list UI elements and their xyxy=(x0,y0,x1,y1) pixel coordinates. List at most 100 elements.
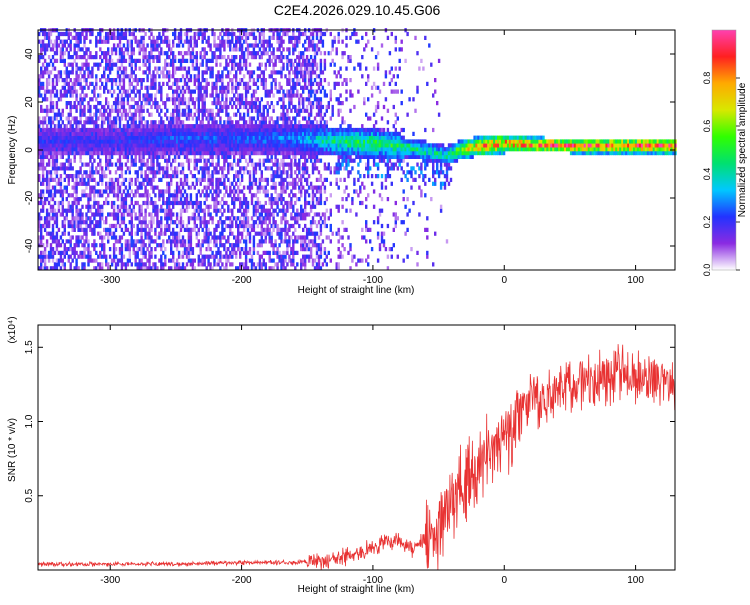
spectrogram-cell xyxy=(242,185,246,190)
spectrogram-cell xyxy=(274,70,277,75)
spectrogram-cell xyxy=(272,170,275,175)
spectrogram-cell xyxy=(87,116,90,121)
spectrogram-cell xyxy=(85,131,88,136)
spectrogram-cell xyxy=(134,158,137,163)
spectrogram-cell xyxy=(207,258,210,263)
spectrogram-cell xyxy=(260,39,263,44)
spectrogram-cell xyxy=(107,200,110,206)
spectrogram-cell xyxy=(207,43,210,48)
spectrogram-cell xyxy=(282,262,285,267)
spectrogram-cell xyxy=(148,212,151,217)
spectrogram-cell xyxy=(124,93,128,98)
spectrogram-cell xyxy=(229,254,232,259)
spectrogram-cell xyxy=(61,200,64,206)
spectrogram-cell xyxy=(258,35,262,40)
spectrogram-cell xyxy=(288,254,291,259)
spectrogram-cell xyxy=(57,239,61,244)
spectrogram-cell xyxy=(175,174,179,179)
spectrogram-cell xyxy=(97,39,100,44)
spectrogram-cell xyxy=(41,143,45,148)
spectrogram-cell xyxy=(128,204,131,209)
spectrogram-cell xyxy=(223,227,226,232)
spectrogram-cell xyxy=(290,131,293,136)
spectrogram-cell xyxy=(189,158,193,163)
spectrogram-cell xyxy=(160,47,163,52)
spectrogram-cell xyxy=(116,208,120,213)
spectrogram-cell xyxy=(211,197,214,202)
spectrogram-cell xyxy=(40,81,43,86)
spectrogram-cell xyxy=(134,58,137,63)
spectrogram-cell xyxy=(120,170,124,175)
spectrogram-cell xyxy=(258,258,262,263)
spectrogram-cell xyxy=(103,151,106,156)
spectrogram-cell xyxy=(252,147,256,152)
spectrogram-cell xyxy=(254,181,258,186)
spectrogram-cell xyxy=(272,31,275,37)
spectrogram-cell xyxy=(195,177,198,182)
spectrogram-cell xyxy=(219,131,222,136)
spectrogram-cell xyxy=(101,189,104,194)
spectrogram-cell xyxy=(132,151,135,156)
spectrogram-cell xyxy=(203,127,206,133)
spectrogram-cell xyxy=(185,139,189,144)
spectrogram-cell xyxy=(175,43,179,48)
spectrogram-cell xyxy=(276,227,279,232)
spectrogram-cell xyxy=(132,135,135,140)
spectrogram-cell xyxy=(97,31,100,37)
spectrogram-cell xyxy=(211,181,214,186)
spectrogram-cell xyxy=(260,131,263,136)
spectrogram-cell xyxy=(45,104,49,110)
spectrogram-cell xyxy=(172,258,175,263)
spectrogram-cell xyxy=(124,239,128,244)
spectrogram-cell xyxy=(235,243,238,248)
spectrogram-cell xyxy=(225,174,228,179)
spectrogram-cell xyxy=(105,131,108,136)
spectrogram-cell xyxy=(262,162,265,167)
spectrogram-cell xyxy=(87,193,90,198)
spectrogram-cell xyxy=(162,131,165,136)
spectrogram-cell xyxy=(227,208,230,213)
spectrogram-cell xyxy=(140,193,143,198)
spectrogram-cell xyxy=(290,147,293,152)
spectrogram-cell xyxy=(107,112,110,117)
spectrogram-cell xyxy=(71,185,74,190)
spectrogram-cell xyxy=(183,266,187,271)
spectrogram-cell xyxy=(120,166,124,171)
spectrogram-cell xyxy=(61,208,64,213)
spectrogram-cell xyxy=(246,223,250,229)
spectrogram-cell xyxy=(108,116,112,121)
spectrogram-cell xyxy=(136,139,139,144)
spectrogram-cell xyxy=(235,220,238,225)
spectrogram-cell xyxy=(276,139,279,144)
spectrogram-cell xyxy=(152,127,155,133)
spectrogram-cell xyxy=(225,131,228,136)
spectrogram-cell xyxy=(43,139,47,144)
spectrogram-cell xyxy=(256,208,260,213)
spectrogram-cell xyxy=(199,151,202,156)
spectrogram-cell xyxy=(215,212,218,217)
spectrogram-cell xyxy=(83,135,86,140)
spectrogram-cell xyxy=(87,239,90,244)
spectrogram-cell xyxy=(262,204,265,209)
spectrogram-cell xyxy=(201,135,204,140)
spectrogram-cell xyxy=(242,51,246,56)
spectrogram-cell xyxy=(215,112,218,117)
spectrogram-cell xyxy=(282,101,285,106)
spectrogram-cell xyxy=(187,108,191,113)
spectrogram-cell xyxy=(45,112,49,117)
spectrogram-cell xyxy=(213,127,216,133)
spectrogram-cell xyxy=(268,254,271,259)
spectrogram-cell xyxy=(122,151,126,156)
spectrogram-cell xyxy=(67,208,70,213)
spectrogram-cell xyxy=(199,166,202,171)
spectrogram-cell xyxy=(126,139,130,144)
spectrogram-cell xyxy=(193,220,196,225)
spectrogram-cell xyxy=(132,139,135,144)
spectrogram-cell xyxy=(278,135,281,140)
spectrogram-cell xyxy=(108,62,112,67)
spectrogram-cell xyxy=(197,104,200,110)
spectrogram-cell xyxy=(150,51,153,56)
spectrogram-cell xyxy=(175,258,179,263)
spectrogram-cell xyxy=(282,31,285,37)
spectrogram-cell xyxy=(101,74,104,79)
